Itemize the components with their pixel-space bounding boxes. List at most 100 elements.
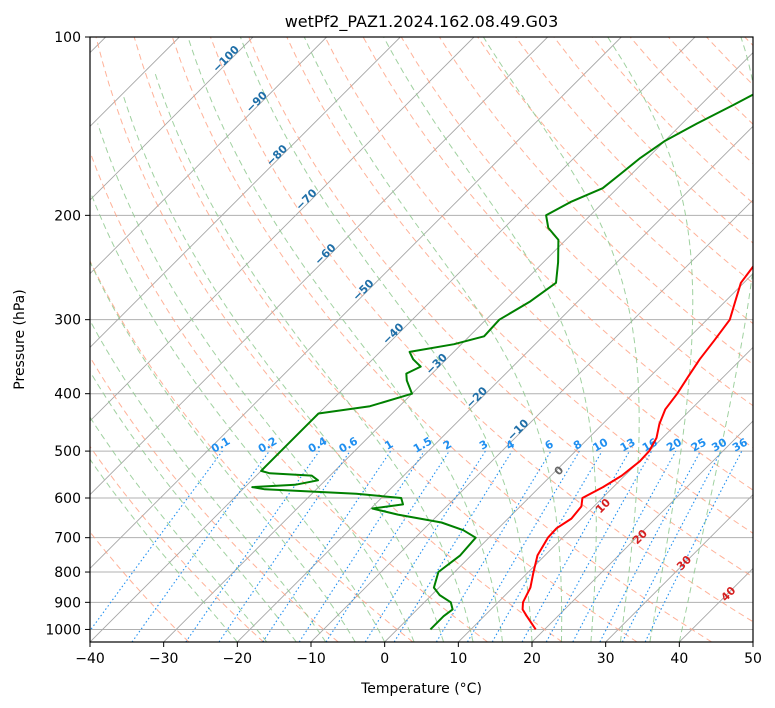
y-axis: 1000 900 800 700 600 500 400 300 200 100	[45, 30, 90, 638]
dry-adiabat	[744, 37, 753, 47]
x-tick-label: 50	[744, 651, 762, 667]
isotherm-label: −20	[464, 384, 491, 411]
x-tick-label: −40	[75, 651, 105, 667]
dry-adiabat	[210, 37, 753, 623]
moist-adiabat	[482, 37, 640, 642]
y-tick-label: 200	[54, 208, 81, 224]
dry-adiabat	[286, 37, 753, 534]
isotherm-label: −50	[350, 277, 377, 304]
moist-adiabat	[187, 37, 503, 642]
x-tick-label: −10	[296, 651, 326, 667]
y-tick-label: 400	[54, 387, 81, 403]
isotherm-label: −60	[312, 241, 339, 268]
y-axis-label: Pressure (hPa)	[12, 289, 28, 389]
mixing-ratio-label: 30	[709, 435, 729, 454]
dry-adiabat	[324, 37, 753, 491]
isotherm-line	[752, 641, 753, 642]
dry-adiabat	[90, 150, 488, 642]
dry-adiabat	[553, 37, 753, 244]
moist-adiabat	[154, 72, 474, 642]
isotherm-line	[90, 37, 327, 275]
isotherm-label: −80	[264, 142, 291, 169]
mixing-ratio-label: 36	[730, 435, 750, 454]
dry-adiabat	[248, 37, 753, 578]
mixing-ratio-label: 2	[441, 438, 454, 453]
isotherm-label: −10	[505, 416, 532, 443]
x-axis-label: Temperature (°C)	[360, 681, 482, 697]
y-tick-label: 600	[54, 491, 81, 507]
mixing-ratio-line	[262, 450, 392, 642]
x-axis: −40 −30 −20 −10 0 10 20 30 40 50	[75, 642, 762, 667]
moist-adiabat	[239, 37, 533, 642]
isotherm-line	[237, 125, 753, 642]
mixing-ratio-line	[393, 450, 513, 642]
isotherm-line	[458, 346, 753, 642]
y-tick-label: 900	[54, 595, 81, 611]
y-tick-label: 300	[54, 313, 81, 329]
moist-adiabat	[122, 94, 445, 642]
y-tick-label: 800	[54, 565, 81, 581]
mixing-ratio-line	[572, 450, 677, 642]
moist-adiabat	[678, 37, 753, 642]
moist-adiabat	[97, 123, 415, 642]
moist-adiabat	[303, 37, 563, 642]
mixing-ratio-label: 0.4	[306, 434, 330, 455]
isotherm-line	[90, 37, 622, 569]
dry-adiabat	[95, 37, 563, 642]
mixing-ratio-line	[218, 450, 351, 642]
isotherm-line	[90, 37, 696, 642]
profile-series	[251, 93, 753, 631]
dry-adiabat	[515, 37, 753, 284]
dry-adiabat	[90, 259, 414, 642]
x-tick-label: 10	[449, 651, 467, 667]
plot-frame	[89, 36, 754, 643]
moist-adiabat	[607, 37, 694, 642]
y-tick-label: 1000	[45, 622, 81, 638]
x-tick-label: −30	[149, 651, 179, 667]
isotherm-line	[605, 494, 753, 642]
dry-adiabat	[171, 37, 712, 642]
mixing-ratio-label: 25	[689, 436, 709, 455]
isotherm-line	[679, 567, 753, 642]
dry-adiabat	[133, 37, 638, 642]
temperature-profile	[521, 265, 753, 630]
x-tick-label: 0	[380, 651, 389, 667]
mixing-ratio-label: 8	[571, 438, 584, 453]
moist-adiabat	[90, 319, 327, 642]
mixing-ratio-line	[325, 450, 450, 642]
isotherm-line	[90, 37, 475, 422]
isotherm-label: −30	[423, 351, 450, 378]
isotherm-labels: 0.1 0.2 0.4 0.6 1 1.5 2 3 4 6 8 10 13 16 20 25 30 36−100−…	[209, 43, 750, 604]
x-tick-label: 20	[523, 651, 541, 667]
chart-title: wetPf2_PAZ1.2024.162.08.49.G03	[285, 12, 559, 32]
isotherm-label: −40	[380, 320, 407, 347]
background-lines	[90, 37, 753, 642]
x-tick-label: 40	[670, 651, 688, 667]
dry-adiabat-label: 40	[718, 584, 738, 604]
moist-adiabat	[383, 37, 597, 642]
moist-adiabat	[90, 189, 386, 642]
dry-adiabat	[591, 37, 753, 204]
mixing-ratio-line	[131, 450, 270, 642]
mixing-ratio-label: 0.6	[337, 434, 361, 455]
isotherm-line	[384, 273, 753, 642]
dry-adiabat	[90, 445, 264, 642]
mixing-ratio-line	[298, 450, 425, 642]
isotherm-line	[90, 37, 548, 496]
mixing-ratio-label: 1.5	[411, 435, 434, 456]
x-tick-label: 30	[597, 651, 615, 667]
y-tick-label: 500	[54, 444, 81, 460]
mixing-ratio-line	[467, 450, 580, 642]
mixing-ratio-line	[545, 450, 653, 642]
mixing-ratio-label: 0.1	[209, 435, 232, 456]
mixing-ratio-label: 6	[543, 437, 556, 452]
isotherm-label: −70	[293, 186, 320, 213]
dewpoint-profile	[251, 93, 753, 631]
mixing-ratio-line	[90, 450, 223, 632]
isotherm-line	[90, 37, 401, 348]
moist-adiabat	[90, 260, 356, 642]
dry-adiabat	[706, 37, 753, 86]
isotherm-line	[531, 420, 753, 642]
moist-adiabat	[90, 370, 297, 642]
